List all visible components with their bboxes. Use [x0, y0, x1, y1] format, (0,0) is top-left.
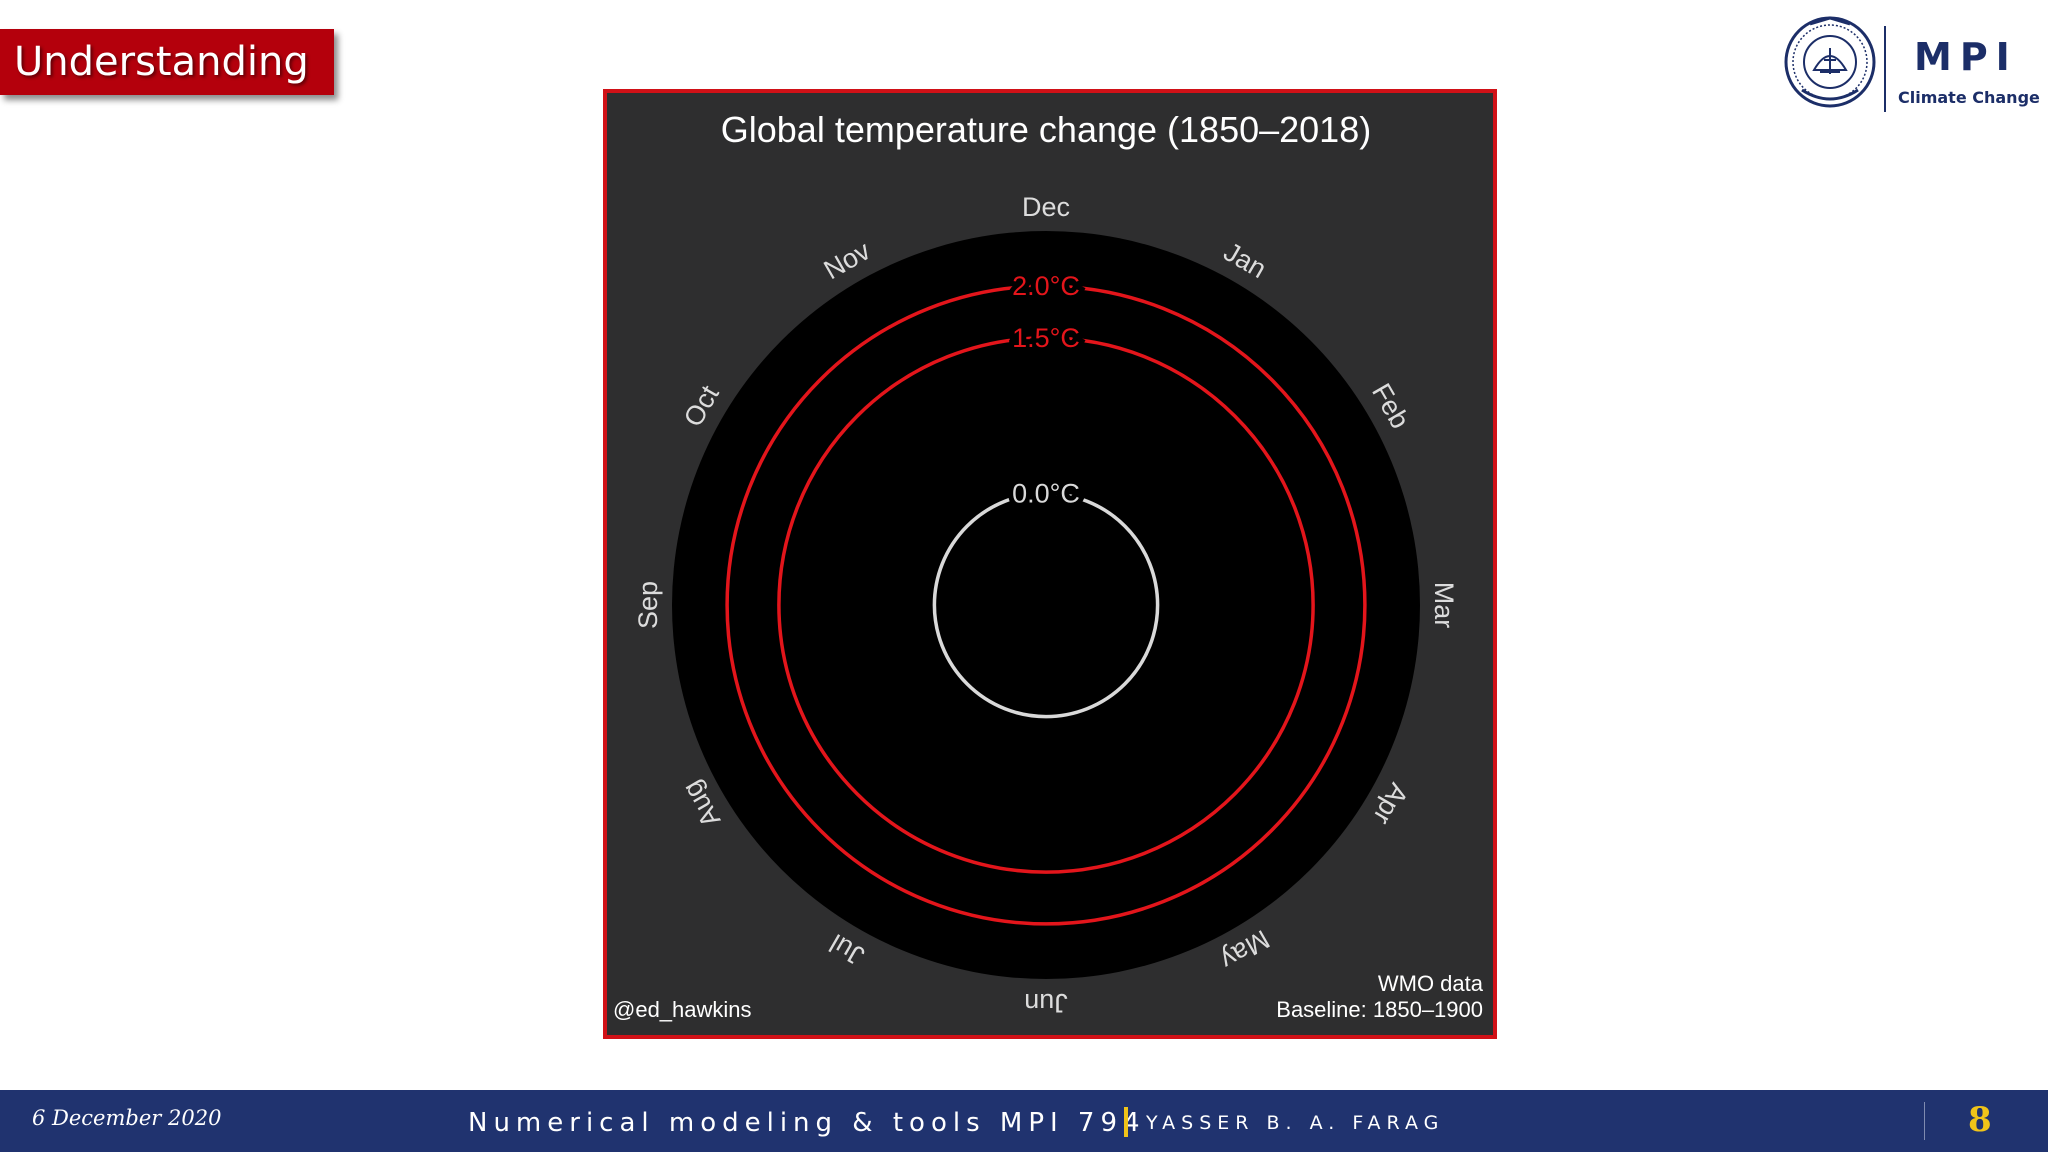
reference-ring-label-1: 1.5°C	[1012, 323, 1080, 353]
month-label-sep: Sep	[633, 581, 663, 629]
university-seal-icon	[1784, 16, 1876, 108]
section-title: Understanding	[0, 29, 334, 95]
footer-author: YASSER B. A. FARAG	[1146, 1112, 1445, 1134]
footer-separator	[1124, 1107, 1128, 1137]
footer-bar: 6 December 2020 Numerical modeling & too…	[0, 1090, 2048, 1152]
logo-subtitle: Climate Change	[1898, 88, 2040, 107]
month-label-mar: Mar	[1429, 582, 1459, 629]
chart-baseline: Baseline: 1850–1900	[1276, 997, 1483, 1022]
logo-divider	[1884, 26, 1886, 112]
climate-spiral-chart: Global temperature change (1850–2018) 2.…	[607, 93, 1493, 1035]
logo-mpi-text: MPI	[1914, 35, 2018, 79]
page-number: 8	[1968, 1100, 1992, 1140]
reference-ring-label-0: 2.0°C	[1012, 271, 1080, 301]
footer-date: 6 December 2020	[32, 1106, 222, 1130]
month-label-jun: Jun	[1024, 988, 1068, 1018]
plot-area-disc	[672, 231, 1420, 979]
footer-course: Numerical modeling & tools MPI 794	[468, 1108, 1146, 1138]
reference-ring-2	[932, 491, 1160, 719]
mpi-logo: MPI Climate Change	[1780, 12, 2040, 112]
chart-frame: Global temperature change (1850–2018) 2.…	[603, 89, 1497, 1039]
reference-ring-1	[777, 336, 1315, 874]
reference-ring-0	[725, 284, 1367, 926]
footer-divider	[1924, 1102, 1925, 1140]
month-label-dec: Dec	[1022, 192, 1070, 222]
chart-credit: @ed_hawkins	[613, 997, 752, 1022]
reference-ring-label-2: 0.0°C	[1012, 478, 1080, 508]
chart-title: Global temperature change (1850–2018)	[721, 109, 1371, 150]
chart-source: WMO data	[1378, 971, 1484, 996]
